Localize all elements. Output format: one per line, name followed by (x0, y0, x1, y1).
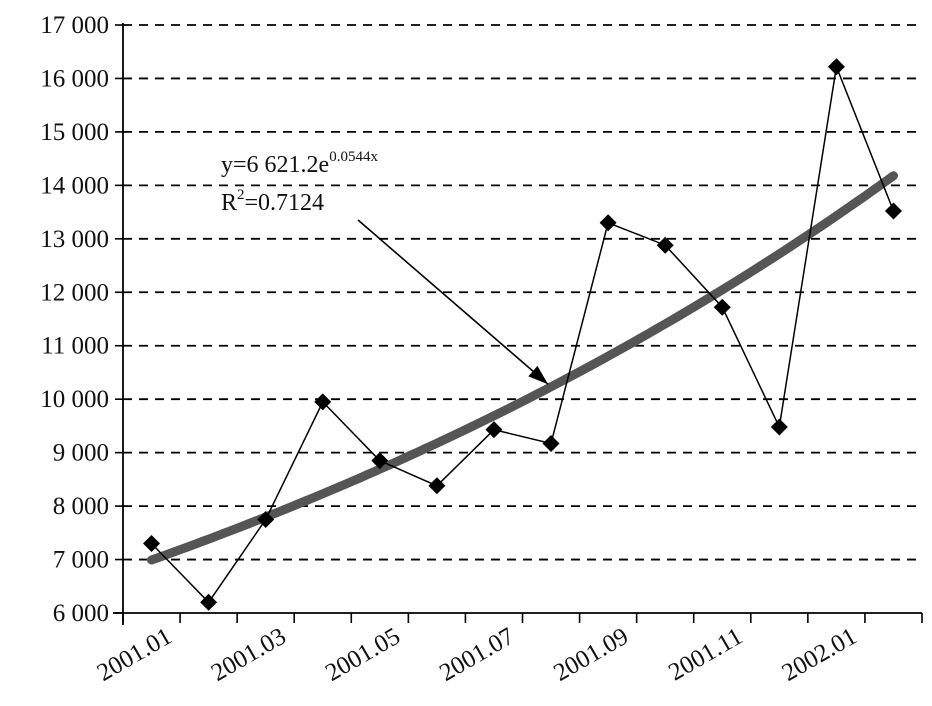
data-point-marker (827, 58, 845, 76)
y-tick-label: 14 000 (40, 172, 109, 199)
x-tick-label: 2001.01 (93, 623, 177, 687)
data-point-marker (884, 202, 902, 220)
data-point-marker (656, 236, 674, 254)
data-point-marker (599, 214, 617, 232)
data-point-marker (314, 393, 332, 411)
equation-annotation: y=6 621.2e0.0544x R2=0.7124 (221, 149, 549, 385)
data-point-marker (770, 418, 788, 436)
r-squared-value: =0.7124 (245, 190, 325, 216)
y-axis-ticks: 6 000 7 000 8 000 9 000 10 000 11 000 12 000 13… (40, 12, 123, 627)
exponential-trendline (147, 171, 898, 565)
x-tick-label: 2002.01 (778, 623, 862, 687)
equation-text: y=6 621.2e0.0544x (221, 149, 378, 178)
data-point-marker (143, 535, 161, 553)
data-point-marker (200, 593, 218, 611)
equation-base: y=6 621.2e (221, 152, 329, 178)
equation-exponent: 0.0544x (329, 149, 378, 165)
x-axis-ticks: 2001.01 2001.03 2001.05 2001.07 2001.09 2001.… (93, 613, 923, 687)
y-tick-label: 12 000 (40, 279, 109, 306)
x-tick-label: 2001.05 (321, 623, 405, 687)
y-tick-label: 10 000 (40, 386, 109, 413)
trendline-group (147, 171, 898, 565)
y-tick-label: 9 000 (53, 440, 109, 467)
y-tick-label: 16 000 (40, 65, 109, 92)
series-group (143, 58, 902, 611)
x-tick-label: 2001.11 (664, 623, 747, 687)
axes (113, 23, 922, 625)
x-tick-label: 2001.03 (207, 623, 291, 687)
y-tick-label: 17 000 (40, 12, 109, 39)
y-tick-label: 6 000 (53, 600, 109, 627)
y-tick-label: 8 000 (53, 493, 109, 520)
y-tick-label: 11 000 (41, 333, 109, 360)
x-tick-label: 2001.09 (549, 623, 633, 687)
annotation-arrowhead (528, 365, 549, 385)
x-tick-label: 2001.07 (435, 623, 519, 687)
data-point-marker (257, 510, 275, 528)
y-tick-label: 7 000 (53, 547, 109, 574)
data-point-marker (371, 452, 389, 470)
data-point-marker (485, 421, 503, 439)
r-squared-text: R2=0.7124 (221, 187, 324, 216)
r-squared-base: R (221, 190, 237, 216)
gridlines (123, 24, 922, 561)
data-point-marker (428, 477, 446, 495)
data-point-marker (713, 298, 731, 316)
data-series-line (150, 63, 895, 604)
data-point-marker (542, 435, 560, 453)
r-squared-exponent: 2 (237, 187, 245, 203)
y-tick-label: 15 000 (40, 119, 109, 146)
annotation-arrow-line (357, 219, 549, 385)
y-tick-label: 13 000 (40, 226, 109, 253)
